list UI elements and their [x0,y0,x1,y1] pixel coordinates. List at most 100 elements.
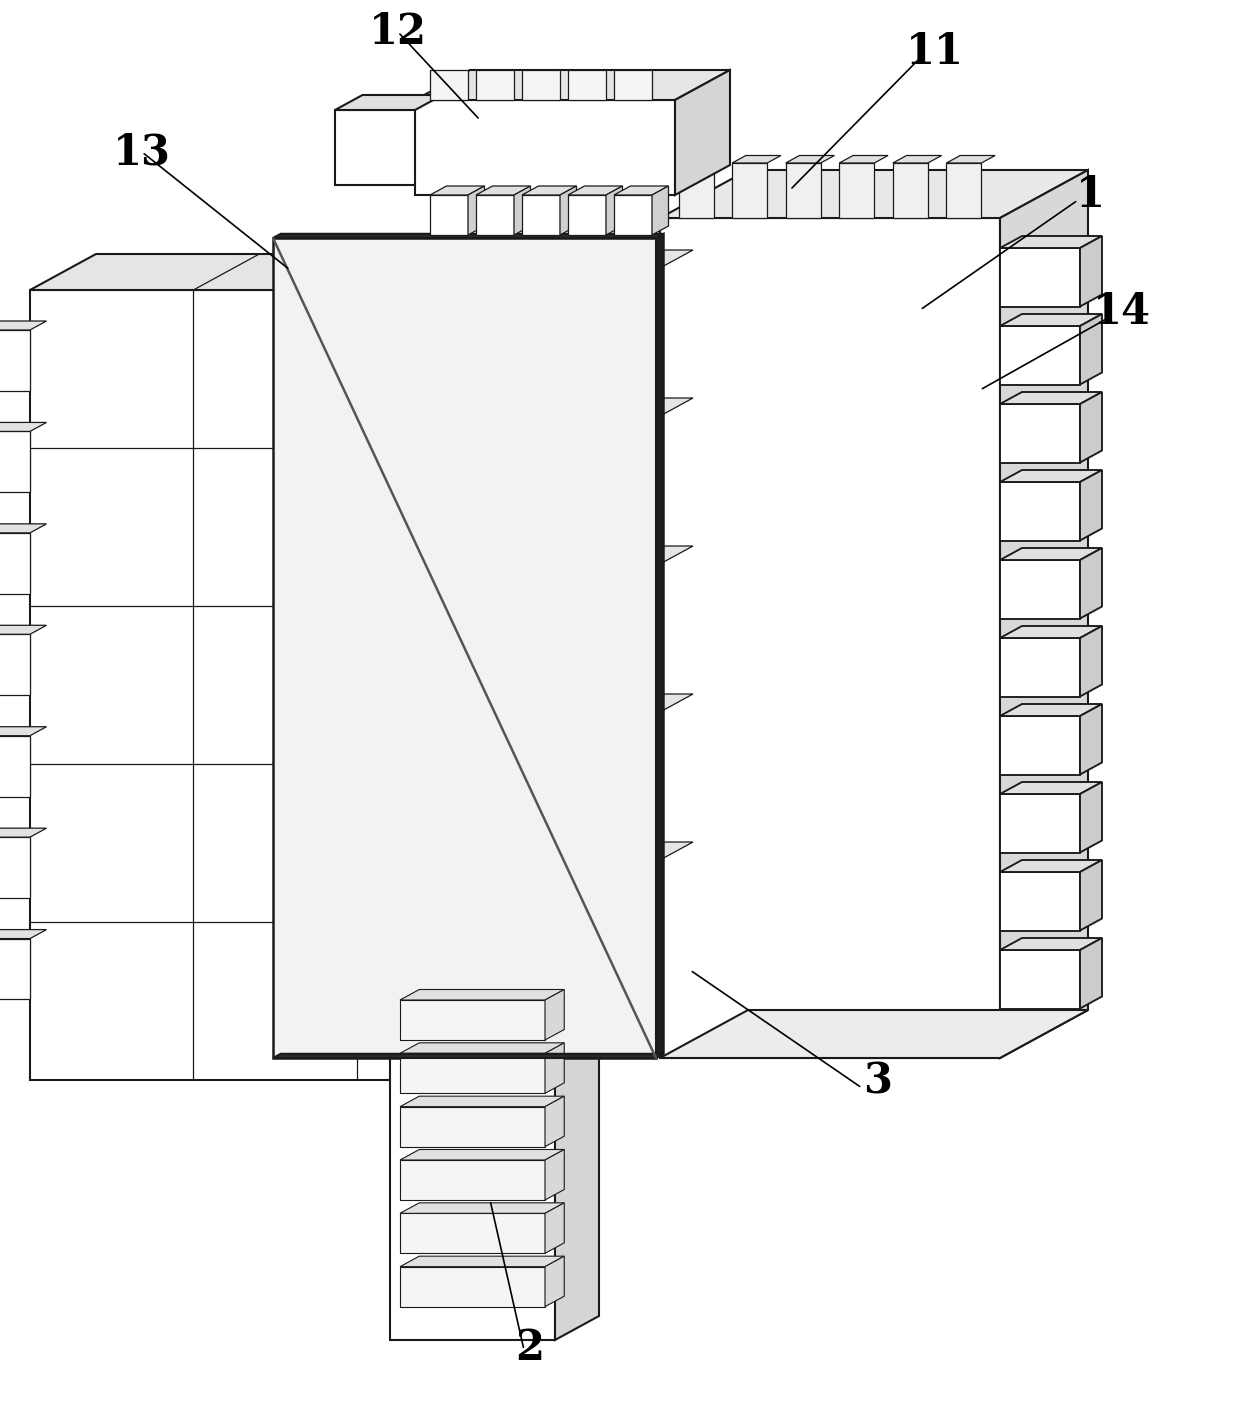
Polygon shape [401,989,564,1000]
Polygon shape [620,711,660,794]
Polygon shape [620,417,660,498]
Polygon shape [273,234,663,239]
Polygon shape [520,763,604,773]
Polygon shape [556,955,599,1340]
Polygon shape [401,1202,564,1214]
Polygon shape [999,873,1080,930]
Polygon shape [660,217,999,1058]
Polygon shape [0,533,30,593]
Polygon shape [430,70,467,100]
Polygon shape [560,187,577,234]
Polygon shape [1080,549,1102,619]
Polygon shape [0,321,47,330]
Polygon shape [430,187,485,195]
Text: 1: 1 [1075,174,1105,216]
Polygon shape [620,564,660,645]
Polygon shape [0,330,30,391]
Polygon shape [520,941,604,951]
Text: 3: 3 [863,1061,893,1103]
Polygon shape [522,187,577,195]
Polygon shape [1080,781,1102,853]
Polygon shape [401,1042,564,1054]
Polygon shape [678,156,728,163]
Polygon shape [430,195,467,234]
Polygon shape [546,1042,564,1093]
Polygon shape [476,195,515,234]
Polygon shape [1080,314,1102,384]
Text: 14: 14 [1092,290,1151,333]
Polygon shape [1080,236,1102,306]
Polygon shape [568,70,606,100]
Polygon shape [476,70,515,100]
Polygon shape [0,523,47,533]
Polygon shape [614,70,652,100]
Polygon shape [678,163,713,217]
Polygon shape [415,70,730,100]
Polygon shape [786,163,821,217]
Polygon shape [568,187,622,195]
Polygon shape [401,1256,564,1267]
Polygon shape [660,1010,1087,1058]
Polygon shape [999,638,1080,696]
Polygon shape [391,955,599,981]
Polygon shape [520,508,585,565]
Polygon shape [660,170,1087,217]
Polygon shape [999,939,1102,950]
Polygon shape [415,100,675,195]
Polygon shape [893,163,928,217]
Polygon shape [999,560,1080,619]
Polygon shape [30,290,520,1080]
Polygon shape [999,404,1080,463]
Polygon shape [1080,860,1102,930]
Polygon shape [999,950,1080,1009]
Polygon shape [391,981,556,1340]
Polygon shape [401,1149,564,1160]
Polygon shape [585,320,604,387]
Polygon shape [520,675,604,685]
Polygon shape [520,497,604,508]
Polygon shape [467,187,485,234]
Polygon shape [999,314,1102,325]
Polygon shape [620,694,693,711]
Polygon shape [0,735,30,797]
Polygon shape [946,163,981,217]
Polygon shape [0,930,47,939]
Polygon shape [656,234,663,1058]
Polygon shape [476,187,531,195]
Polygon shape [520,863,585,920]
Polygon shape [620,546,693,564]
Polygon shape [546,1202,564,1253]
Polygon shape [1080,470,1102,540]
Polygon shape [585,852,604,920]
Polygon shape [335,109,415,185]
Polygon shape [401,1107,546,1146]
Polygon shape [401,1054,546,1093]
Polygon shape [786,156,835,163]
Polygon shape [522,70,560,100]
Polygon shape [520,852,604,863]
Polygon shape [999,391,1102,404]
Polygon shape [546,1096,564,1146]
Polygon shape [546,1149,564,1200]
Text: 2: 2 [516,1327,544,1369]
Polygon shape [520,418,585,477]
Polygon shape [30,254,587,290]
Polygon shape [839,156,888,163]
Polygon shape [585,941,604,1009]
Polygon shape [675,70,730,195]
Polygon shape [273,239,656,1058]
Polygon shape [520,408,604,418]
Polygon shape [839,163,874,217]
Polygon shape [620,860,660,941]
Polygon shape [520,685,585,742]
Polygon shape [946,156,996,163]
Polygon shape [335,95,443,109]
Polygon shape [585,408,604,477]
Polygon shape [401,1000,546,1040]
Polygon shape [401,1160,546,1200]
Text: 12: 12 [370,11,427,53]
Polygon shape [0,422,47,432]
Polygon shape [999,483,1080,540]
Polygon shape [606,187,622,234]
Polygon shape [1080,626,1102,696]
